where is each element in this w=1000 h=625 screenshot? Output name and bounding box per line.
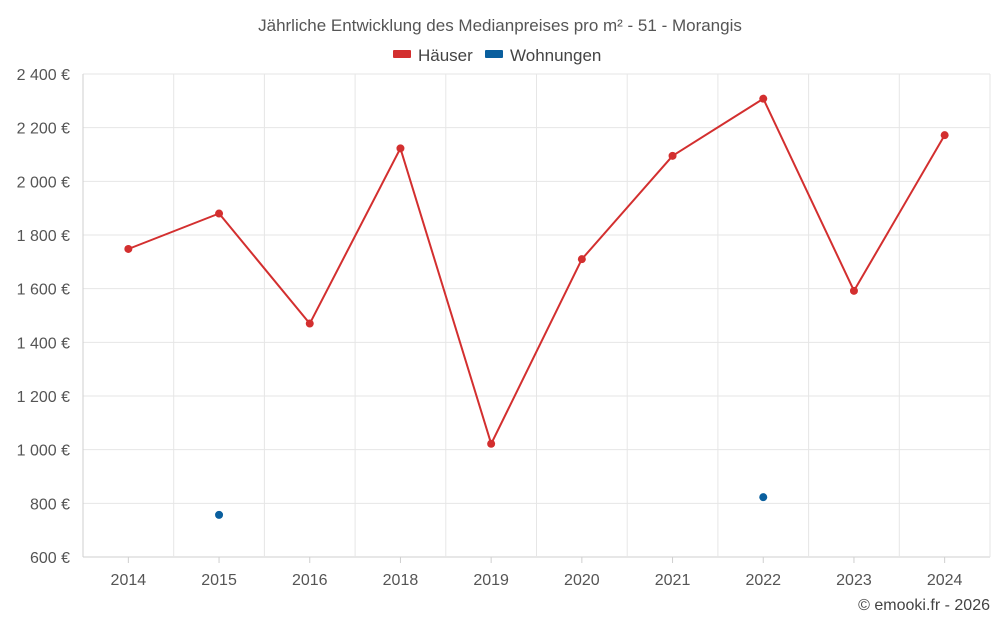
y-tick-label: 1 200 € xyxy=(17,389,70,406)
credit-text: © emooki.fr - 2026 xyxy=(858,597,990,614)
data-point[interactable] xyxy=(396,144,405,153)
x-tick-label: 2021 xyxy=(655,572,691,589)
data-point[interactable] xyxy=(487,439,496,448)
legend-swatch-wohnungen xyxy=(485,50,503,58)
x-tick-label: 2019 xyxy=(473,572,509,589)
x-tick-label: 2016 xyxy=(292,572,328,589)
y-axis: 600 € 800 € 1 000 € 1 200 € 1 400 € 1 600 € 1 … xyxy=(17,67,70,567)
y-tick-label: 2 200 € xyxy=(17,121,70,138)
x-tick-label: 2024 xyxy=(927,572,963,589)
data-point[interactable] xyxy=(305,319,314,328)
legend: Häuser Wohnungen xyxy=(393,46,601,65)
x-axis: 2014 2015 2016 2018 2019 2020 2021 2022 2023 2024 xyxy=(111,557,963,589)
y-tick-label: 800 € xyxy=(30,496,70,513)
series-line-0 xyxy=(127,97,946,445)
gridlines xyxy=(82,73,991,558)
y-tick-label: 2 000 € xyxy=(17,174,70,191)
legend-label-haeuser: Häuser xyxy=(418,46,473,65)
y-tick-label: 600 € xyxy=(30,550,70,567)
legend-swatch-haeuser xyxy=(393,50,411,58)
data-point[interactable] xyxy=(759,493,768,502)
legend-item-wohnungen[interactable]: Wohnungen xyxy=(485,46,601,65)
y-tick-label: 1 400 € xyxy=(17,335,70,352)
data-point[interactable] xyxy=(759,94,768,103)
data-point[interactable] xyxy=(668,151,677,160)
x-tick-label: 2015 xyxy=(201,572,237,589)
legend-label-wohnungen: Wohnungen xyxy=(510,46,601,65)
y-tick-label: 2 400 € xyxy=(17,67,70,84)
x-tick-label: 2023 xyxy=(836,572,872,589)
series-layer xyxy=(124,94,949,519)
y-tick-label: 1 000 € xyxy=(17,443,70,460)
x-tick-label: 2020 xyxy=(564,572,600,589)
data-point[interactable] xyxy=(577,255,586,264)
y-tick-label: 1 600 € xyxy=(17,282,70,299)
chart-title: Jährliche Entwicklung des Medianpreises … xyxy=(258,16,742,35)
data-point[interactable] xyxy=(849,286,858,295)
legend-item-haeuser[interactable]: Häuser xyxy=(393,46,473,65)
x-tick-label: 2022 xyxy=(745,572,781,589)
data-point[interactable] xyxy=(215,209,224,218)
data-point[interactable] xyxy=(940,131,949,140)
y-tick-label: 1 800 € xyxy=(17,228,70,245)
x-tick-label: 2018 xyxy=(383,572,419,589)
data-point[interactable] xyxy=(215,510,224,519)
x-tick-label: 2014 xyxy=(111,572,147,589)
data-point[interactable] xyxy=(124,244,133,253)
